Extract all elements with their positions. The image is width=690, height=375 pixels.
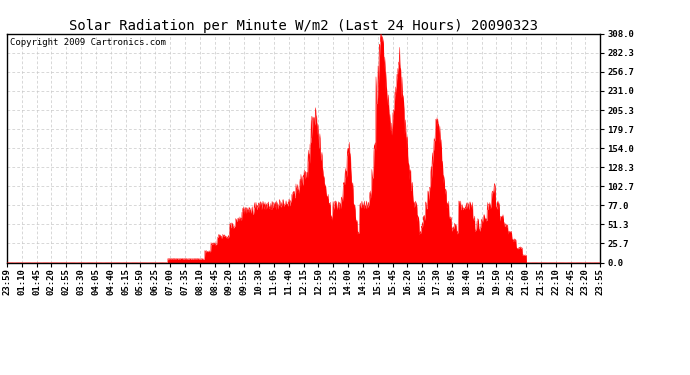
Title: Solar Radiation per Minute W/m2 (Last 24 Hours) 20090323: Solar Radiation per Minute W/m2 (Last 24… [69, 19, 538, 33]
Text: Copyright 2009 Cartronics.com: Copyright 2009 Cartronics.com [10, 38, 166, 47]
